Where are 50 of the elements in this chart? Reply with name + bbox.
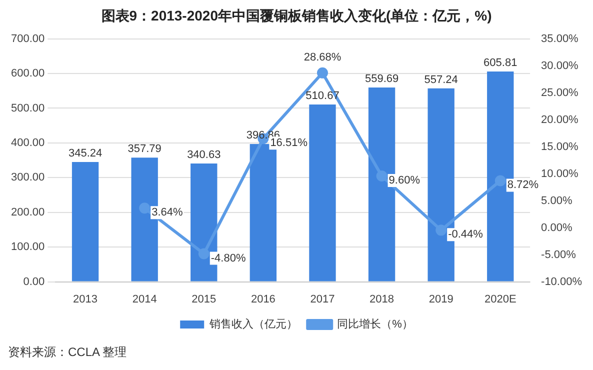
y2-tick-label: 10.00% [541, 168, 579, 180]
y-tick-label: 200.00 [10, 206, 45, 218]
y2-tick-label: 20.00% [541, 114, 579, 126]
y2-tick-label: 25.00% [541, 86, 579, 99]
point [198, 248, 210, 260]
data-label: -4.80% [210, 252, 246, 264]
y-tick-label: 400.00 [10, 136, 45, 149]
y-tick-label: 300.00 [10, 172, 45, 184]
data-label: 9.60% [388, 174, 420, 186]
data-label: 3.64% [152, 206, 183, 219]
chart-title: 图表9：2013-2020年中国覆铜板销售收入变化(单位：亿元，%) [101, 7, 492, 24]
point [436, 224, 447, 236]
point [494, 175, 506, 186]
point [139, 202, 150, 214]
bar [72, 162, 99, 282]
x-tick-label: 2019 [428, 293, 454, 306]
data-label: 605.81 [484, 57, 518, 70]
y-tick-label: 0.00 [23, 276, 45, 288]
legend-label: 同比增长（%） [337, 318, 413, 331]
y-tick-label: 500.00 [10, 102, 45, 114]
point [376, 170, 388, 182]
x-tick-label: 2020E [484, 293, 516, 306]
data-label: 559.69 [364, 73, 399, 86]
data-label: 8.72% [507, 179, 539, 192]
x-tick-label: 2018 [370, 293, 394, 306]
data-label: -0.44% [448, 228, 484, 241]
x-tick-label: 2014 [132, 293, 157, 306]
y-tick-label: 600.00 [10, 68, 45, 80]
x-tick-label: 2017 [310, 293, 335, 306]
point [316, 67, 328, 78]
bar [309, 104, 336, 282]
data-label: 340.63 [187, 149, 221, 162]
y2-tick-label: 35.00% [541, 32, 579, 45]
data-label: 557.24 [424, 74, 458, 86]
y2-tick-label: 0.00% [541, 222, 572, 234]
y2-tick-label: 30.00% [541, 60, 579, 72]
data-label: 345.24 [68, 147, 102, 160]
y2-tick-label: -10.00% [541, 276, 582, 288]
y2-tick-label: 15.00% [541, 140, 579, 153]
y-tick-label: 100.00 [10, 241, 45, 254]
text: 资料来源：CCLA 整理 [8, 344, 127, 361]
data-label: 357.79 [128, 143, 162, 156]
y-tick-label: 700.00 [10, 32, 45, 45]
data-label: 28.68% [304, 51, 342, 64]
x-tick-label: 2015 [192, 293, 216, 306]
x-tick-label: 2016 [250, 293, 276, 306]
x-tick-label: 2013 [73, 293, 98, 306]
y2-tick-label: -5.00% [541, 248, 576, 261]
legend-label: 销售收入（亿元） [208, 318, 298, 331]
y2-tick-label: 5.00% [541, 194, 572, 207]
